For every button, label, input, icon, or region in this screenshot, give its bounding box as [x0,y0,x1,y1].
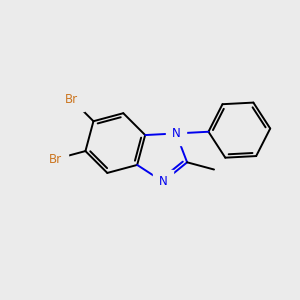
Text: N: N [172,127,180,140]
Text: N: N [159,175,167,188]
Text: Br: Br [65,93,78,106]
Text: Br: Br [49,153,62,166]
